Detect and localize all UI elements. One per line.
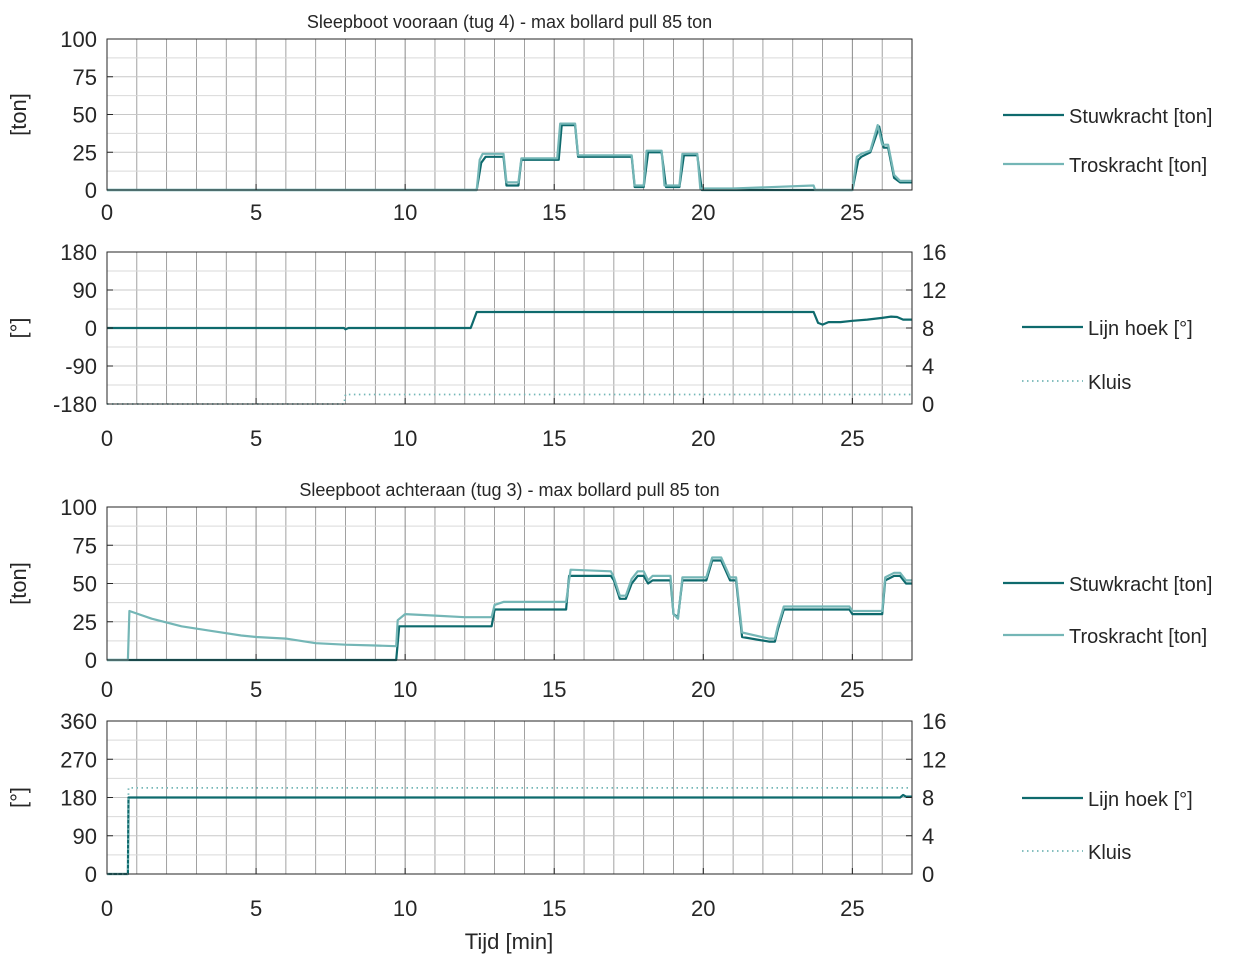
y2-tick-label: 0 [922, 392, 934, 417]
x-tick-label: 25 [840, 896, 864, 921]
legend: Stuwkracht [ton] Troskracht [ton] [1003, 106, 1212, 177]
y-tick-label: 90 [73, 824, 97, 849]
y-axis-label: [ton] [6, 93, 31, 136]
y-tick-label: 100 [60, 495, 97, 520]
y-tick-label: 50 [73, 103, 97, 128]
legend-label: Lijn hoek [°] [1088, 789, 1193, 811]
y-tick-label: -180 [53, 392, 97, 417]
y-tick-label: 0 [85, 316, 97, 341]
series-line-lijn [107, 793, 912, 876]
x-tick-label: 10 [393, 677, 417, 702]
x-tick-label: 5 [250, 200, 262, 225]
y-tick-label: 75 [73, 65, 97, 90]
y-tick-label: 360 [60, 709, 97, 734]
y-tick-label: 25 [73, 140, 97, 165]
y2-tick-label: 4 [922, 824, 934, 849]
legend-label: Troskracht [ton] [1069, 155, 1207, 177]
y2-tick-label: 8 [922, 316, 934, 341]
legend: Lijn hoek [°] Kluis [1022, 318, 1193, 394]
legend-label: Stuwkracht [ton] [1069, 106, 1212, 128]
x-tick-label: 20 [691, 426, 715, 451]
x-tick-label: 5 [250, 896, 262, 921]
x-tick-label: 10 [393, 896, 417, 921]
chart-panel-4: 0 5 10 15 20 25 0 90 180 270 360 0 4 8 12 16 [°] Lijn hoe… [6, 709, 1193, 921]
x-tick-label: 0 [101, 200, 113, 225]
y-tick-label: 75 [73, 533, 97, 558]
series-line-troskracht [107, 556, 912, 662]
y-tick-label: 90 [73, 278, 97, 303]
chart-title: Sleepboot vooraan (tug 4) - max bollard … [307, 12, 712, 32]
chart-panel-1: 0 5 10 15 20 25 0 25 50 75 100 [ton] Sleepboot voora… [6, 12, 1212, 225]
series-line-troskracht [107, 122, 912, 192]
y-tick-label: 0 [85, 862, 97, 887]
legend: Lijn hoek [°] Kluis [1022, 789, 1193, 864]
chart-title: Sleepboot achteraan (tug 3) - max bollar… [299, 480, 719, 500]
x-tick-label: 5 [250, 677, 262, 702]
y-tick-label: 50 [73, 572, 97, 597]
legend: Stuwkracht [ton] Troskracht [ton] [1003, 574, 1212, 648]
y-tick-label: 180 [60, 786, 97, 811]
figure-xlabel: Tijd [min] [465, 929, 553, 954]
x-tick-label: 5 [250, 426, 262, 451]
y-tick-label: 270 [60, 747, 97, 772]
x-tick-label: 10 [393, 200, 417, 225]
y-tick-label: 100 [60, 27, 97, 52]
legend-label: Troskracht [ton] [1069, 626, 1207, 648]
y-axis-label: [°] [6, 787, 31, 808]
x-tick-label: 0 [101, 896, 113, 921]
y2-tick-label: 12 [922, 747, 946, 772]
y-tick-label: 0 [85, 648, 97, 673]
x-tick-label: 15 [542, 896, 566, 921]
x-tick-label: 25 [840, 677, 864, 702]
y2-tick-label: 4 [922, 354, 934, 379]
chart-panel-3: 0 5 10 15 20 25 0 25 50 75 100 [ton] Sleepboot achte… [6, 480, 1212, 702]
legend-label: Kluis [1088, 842, 1131, 864]
series-line-stuwkracht [107, 123, 912, 192]
y-axis-label: [ton] [6, 562, 31, 605]
y-axis-label: [°] [6, 317, 31, 338]
x-tick-label: 15 [542, 426, 566, 451]
series-line-stuwkracht [107, 559, 912, 662]
x-tick-label: 0 [101, 677, 113, 702]
legend-label: Stuwkracht [ton] [1069, 574, 1212, 596]
x-tick-label: 20 [691, 200, 715, 225]
x-tick-label: 25 [840, 200, 864, 225]
y2-tick-label: 8 [922, 786, 934, 811]
x-tick-label: 10 [393, 426, 417, 451]
legend-label: Kluis [1088, 372, 1131, 394]
x-tick-label: 15 [542, 200, 566, 225]
series-line-kluis [107, 393, 912, 405]
chart-panel-2: 0 5 10 15 20 25 -180 -90 0 90 180 0 4 8 12 16 [°] Lijn ho… [6, 240, 1193, 451]
x-tick-label: 0 [101, 426, 113, 451]
y2-tick-label: 12 [922, 278, 946, 303]
x-tick-label: 25 [840, 426, 864, 451]
x-tick-label: 20 [691, 896, 715, 921]
y2-tick-label: 16 [922, 240, 946, 265]
series-line-lijn [107, 310, 912, 331]
x-tick-label: 15 [542, 677, 566, 702]
legend-label: Lijn hoek [°] [1088, 318, 1193, 340]
y-tick-label: 25 [73, 610, 97, 635]
y2-tick-label: 16 [922, 709, 946, 734]
y2-tick-label: 0 [922, 862, 934, 887]
x-tick-label: 20 [691, 677, 715, 702]
y-tick-label: 180 [60, 240, 97, 265]
series-line-kluis [107, 787, 912, 875]
y-tick-label: 0 [85, 178, 97, 203]
y-tick-label: -90 [65, 354, 97, 379]
